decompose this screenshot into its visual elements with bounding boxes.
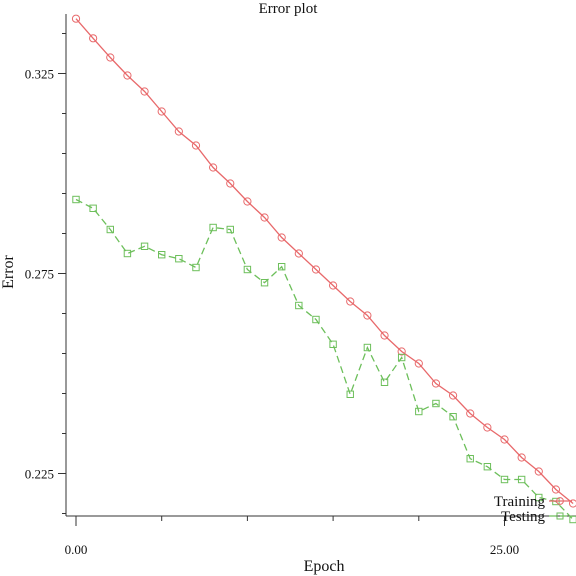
y-ticks: 0.225 0.275 0.325 — [25, 67, 66, 482]
series-layer — [71, 14, 576, 524]
data-point — [449, 413, 457, 421]
data-point — [209, 163, 218, 172]
data-point — [466, 409, 475, 418]
data-point — [311, 265, 321, 274]
data-point — [483, 463, 492, 471]
x-minor-ticks — [75, 516, 505, 521]
data-point — [175, 255, 183, 263]
data-point — [363, 311, 372, 320]
data-point — [380, 331, 389, 340]
chart-title: Error plot — [259, 1, 319, 17]
data-point — [89, 204, 97, 213]
data-point — [106, 53, 115, 62]
x-axis-label: Epoch — [304, 558, 345, 575]
data-point — [397, 353, 406, 362]
data-point — [209, 223, 217, 232]
data-point — [397, 347, 406, 356]
data-point — [123, 249, 132, 258]
data-point — [106, 225, 114, 234]
data-point — [329, 340, 337, 349]
data-point — [432, 399, 440, 408]
series-0 — [71, 14, 576, 508]
data-point — [431, 379, 441, 388]
data-point — [312, 315, 320, 324]
data-point — [500, 475, 509, 484]
series-line — [75, 18, 574, 505]
data-point — [294, 249, 303, 258]
data-point — [534, 467, 543, 476]
axes — [65, 14, 576, 517]
data-point — [157, 107, 166, 116]
data-point — [140, 242, 149, 251]
data-point — [123, 71, 132, 80]
data-point — [483, 423, 492, 432]
data-point — [260, 279, 269, 287]
x-ticks: 0.00 25.00 — [65, 516, 519, 557]
legend-marker — [556, 512, 564, 520]
y-tick-label: 0.325 — [25, 67, 54, 82]
data-point — [329, 281, 338, 290]
legend-marker — [556, 497, 564, 505]
data-point — [568, 499, 576, 508]
data-point — [500, 435, 509, 444]
data-point — [226, 179, 235, 188]
data-point — [192, 263, 200, 272]
data-point — [363, 343, 372, 352]
data-point — [346, 390, 354, 399]
y-tick-label: 0.225 — [25, 467, 54, 482]
y-tick-label: 0.275 — [25, 267, 54, 282]
data-point — [140, 87, 149, 96]
data-point — [158, 251, 166, 259]
data-point — [414, 359, 423, 368]
data-point — [72, 195, 80, 204]
data-point — [415, 407, 423, 416]
data-point — [277, 233, 286, 242]
data-point — [517, 475, 526, 484]
data-point — [295, 301, 303, 310]
legend-label: Testing — [501, 509, 545, 525]
series-1 — [72, 195, 576, 524]
data-point — [89, 34, 98, 43]
x-tick-label: 0.00 — [65, 542, 88, 557]
data-point — [535, 493, 543, 502]
data-point — [260, 213, 269, 222]
y-axis-label: Error — [0, 254, 17, 288]
x-tick-label: 25.00 — [490, 542, 519, 557]
data-point — [174, 127, 183, 136]
data-point — [243, 197, 252, 206]
data-point — [551, 485, 561, 494]
data-point — [71, 14, 81, 23]
data-point — [569, 515, 576, 524]
data-point — [466, 455, 474, 463]
data-point — [191, 141, 201, 150]
data-point — [346, 297, 355, 306]
data-point — [448, 391, 458, 400]
series-line — [75, 198, 574, 520]
legend-label: Training — [494, 494, 546, 510]
data-point — [380, 378, 389, 387]
data-point — [243, 265, 252, 274]
data-point — [226, 225, 234, 234]
data-point — [517, 453, 526, 462]
data-point — [277, 263, 286, 271]
